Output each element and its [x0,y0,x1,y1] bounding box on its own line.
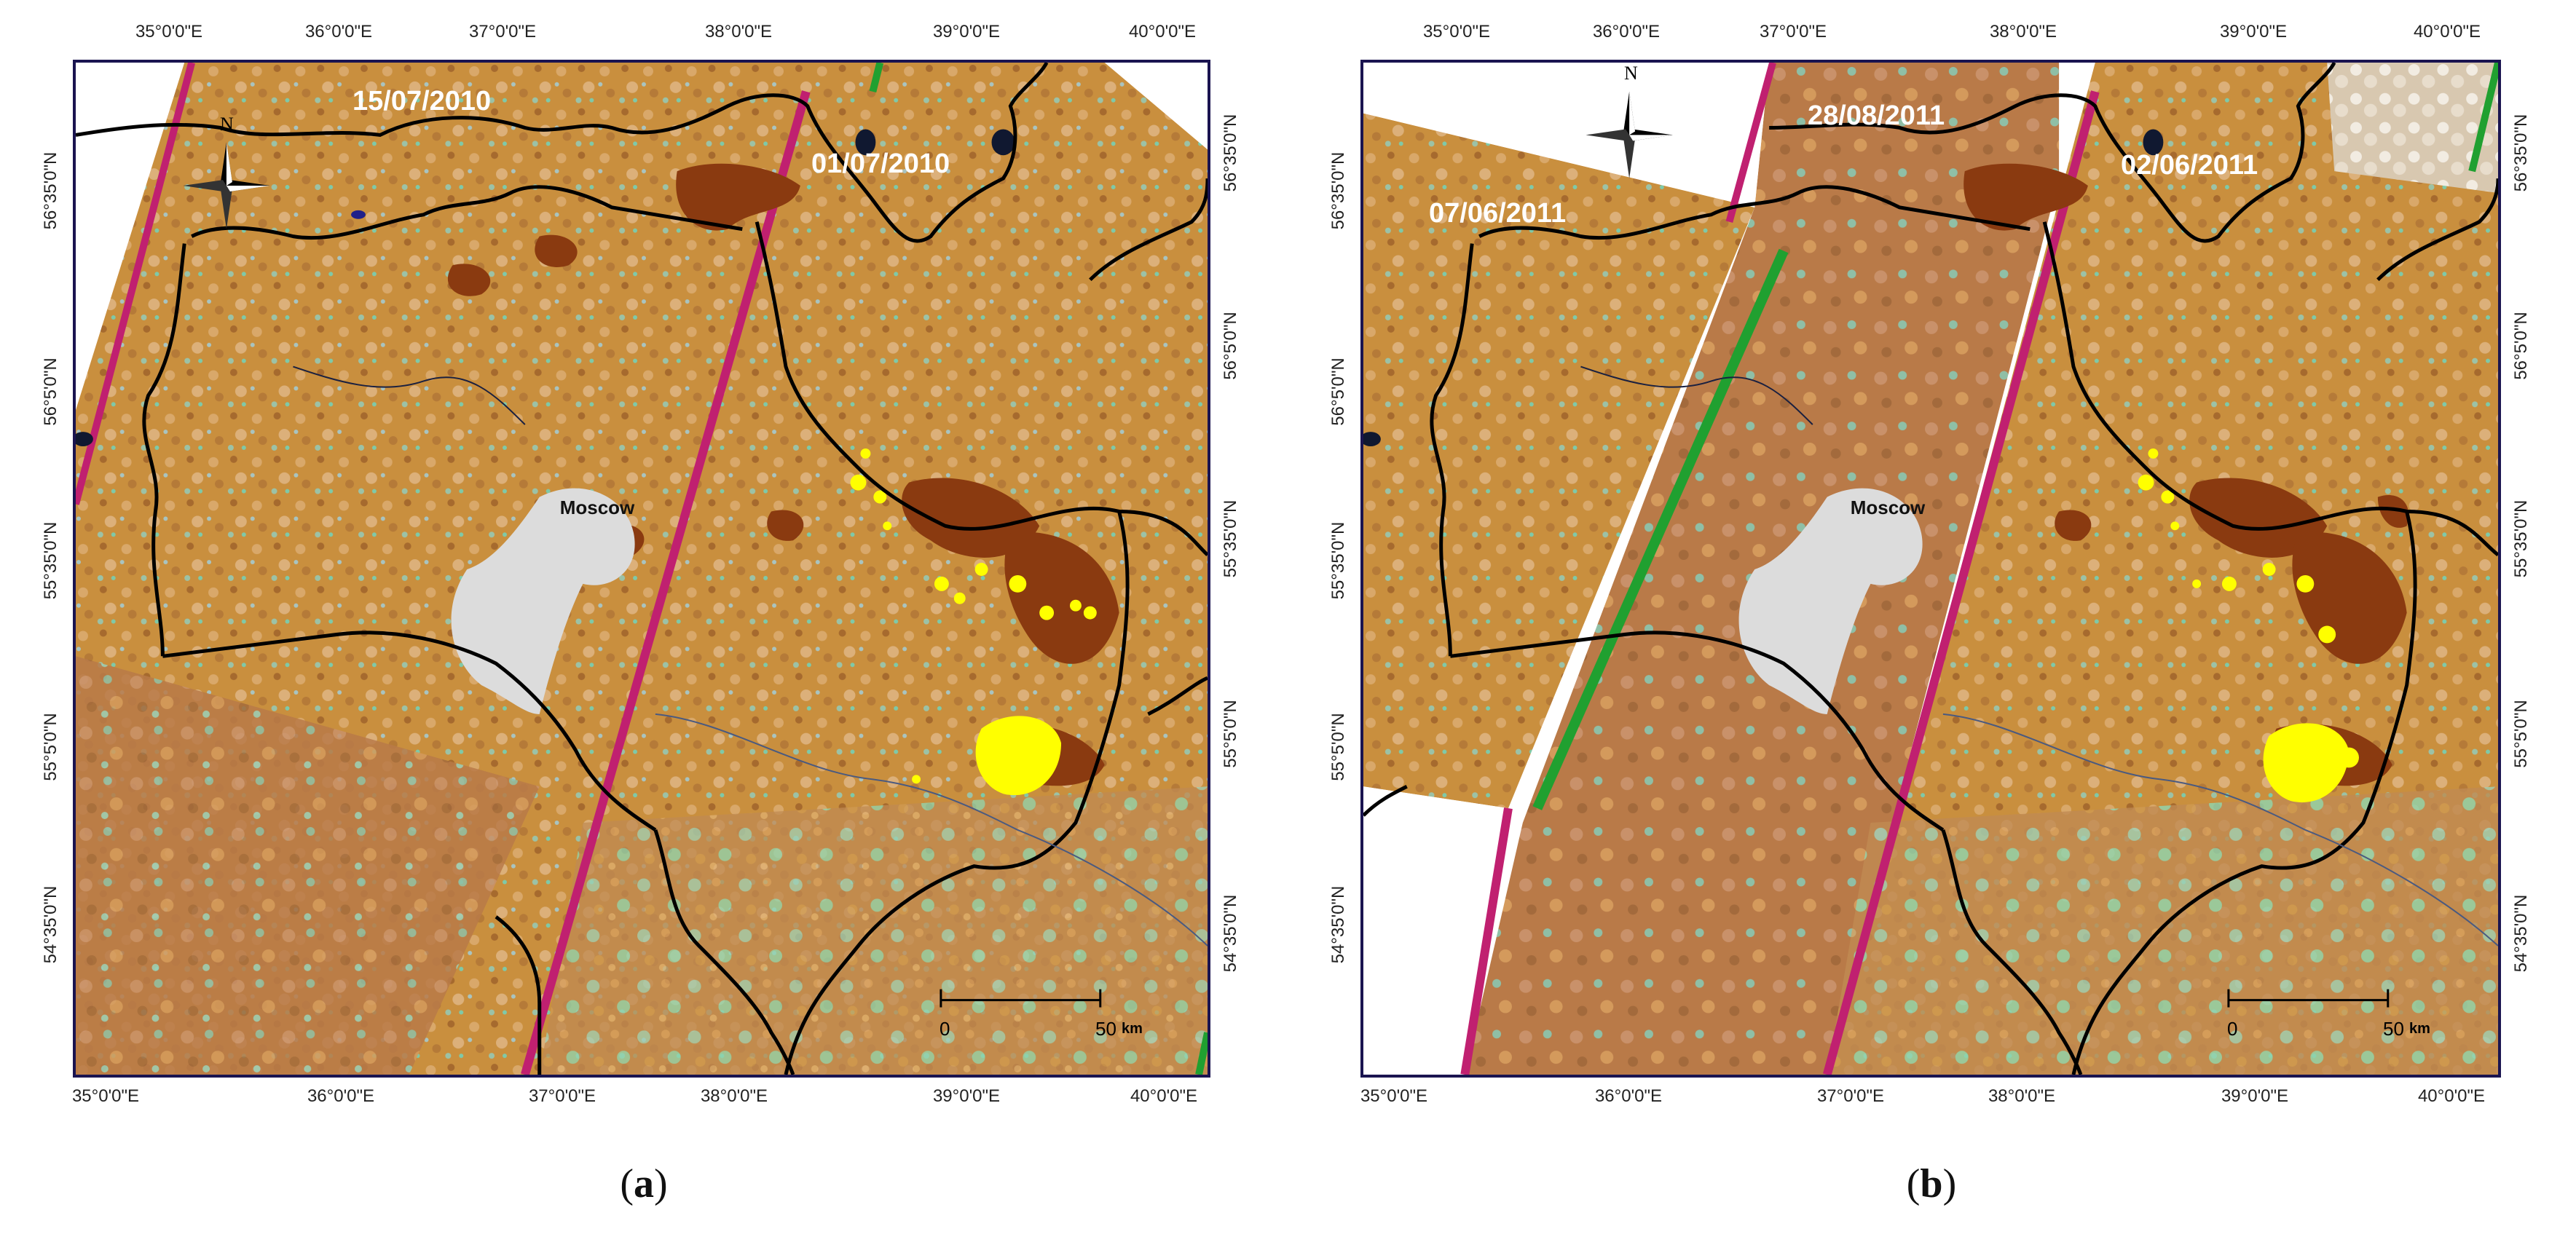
lat-tick-left: 55°5'0"N [1328,713,1348,781]
scale-end-label: 50 [1095,1018,1116,1040]
lon-tick-bottom: 36°0'0"E [307,1086,375,1106]
panel-caption: (b) [1906,1161,1957,1206]
lon-tick-bottom: 37°0'0"E [528,1086,596,1106]
scale-bar [2227,989,2390,1008]
lat-tick-right: 54°35'0"N [1221,894,1240,973]
satellite-image-b [1363,63,2498,1075]
lat-tick-left: 55°35'0"N [1328,521,1348,600]
lat-tick-left: 56°5'0"N [1328,357,1348,426]
date-label: 01/07/2010 [811,149,950,179]
date-label: 02/06/2011 [2121,150,2258,181]
lon-tick-bottom: 37°0'0"E [1816,1086,1885,1106]
lon-tick-bottom: 39°0'0"E [932,1086,1001,1106]
compass-north-label: N [220,114,234,135]
lon-tick-bottom: 35°0'0"E [1360,1086,1428,1106]
lon-tick-top: 40°0'0"E [1128,22,1197,42]
satellite-image-a [76,63,1208,1075]
lon-tick-top: 38°0'0"E [1989,22,2057,42]
panel-caption: (a) [620,1161,668,1206]
lon-tick-bottom: 38°0'0"E [1988,1086,2056,1106]
lon-tick-top: 38°0'0"E [704,22,773,42]
compass-rose-icon [183,142,270,229]
scale-unit-label: km [1122,1021,1143,1037]
lon-tick-bottom: 39°0'0"E [2221,1086,2289,1106]
panel-b: 35°0'0"E 36°0'0"E 37°0'0"E 38°0'0"E 39°0… [1288,0,2576,1237]
scale-start-label: 0 [2227,1018,2238,1040]
lat-tick-right: 56°5'0"N [2511,312,2531,380]
lat-tick-right: 55°35'0"N [1221,499,1240,578]
lon-tick-bottom: 40°0'0"E [1130,1086,1198,1106]
lat-tick-left: 54°35'0"N [1328,885,1348,964]
lon-tick-bottom: 35°0'0"E [71,1086,140,1106]
lat-tick-left: 56°35'0"N [41,151,60,230]
city-label: Moscow [1850,497,1926,518]
city-label: Moscow [559,497,635,518]
lat-tick-left: 54°35'0"N [41,885,60,964]
map-panel-a: N 15/07/2010 01/07/2010 Moscow 0 50 km [73,60,1210,1078]
lon-tick-bottom: 40°0'0"E [2417,1086,2486,1106]
lat-tick-right: 55°35'0"N [2511,499,2531,578]
lon-tick-bottom: 38°0'0"E [700,1086,768,1106]
lat-tick-left: 56°35'0"N [1328,151,1348,230]
lon-tick-top: 39°0'0"E [2219,22,2288,42]
lon-tick-top: 37°0'0"E [1759,22,1827,42]
lat-tick-right: 56°35'0"N [1221,114,1240,192]
scale-bar [940,989,1102,1008]
lat-tick-right: 56°35'0"N [2511,114,2531,192]
map-panel-b: N 28/08/2011 07/06/2011 02/06/2011 Mosco… [1360,60,2501,1078]
lon-tick-top: 36°0'0"E [1592,22,1661,42]
panel-a: 35°0'0"E 36°0'0"E 37°0'0"E 38°0'0"E 39°0… [41,22,1240,1206]
compass-rose-icon [1586,91,1673,179]
lon-tick-bottom: 36°0'0"E [1594,1086,1663,1106]
lat-tick-right: 55°5'0"N [1221,700,1240,768]
compass-north-label: N [1624,63,1638,84]
lat-tick-right: 55°5'0"N [2511,700,2531,768]
lat-tick-right: 56°5'0"N [1221,312,1240,380]
lon-tick-top: 36°0'0"E [304,22,373,42]
lat-tick-left: 55°35'0"N [41,521,60,600]
scale-unit-label: km [2409,1021,2430,1037]
lon-tick-top: 35°0'0"E [1422,22,1491,42]
lat-tick-left: 55°5'0"N [41,713,60,781]
lon-tick-top: 35°0'0"E [135,22,203,42]
date-label: 15/07/2010 [352,86,492,116]
scale-start-label: 0 [940,1018,950,1040]
lon-tick-top: 40°0'0"E [2413,22,2481,42]
lon-tick-top: 39°0'0"E [932,22,1001,42]
date-label: 28/08/2011 [1808,100,1945,131]
scale-end-label: 50 [2383,1018,2404,1040]
lat-tick-right: 54°35'0"N [2511,894,2531,973]
lat-tick-left: 56°5'0"N [41,357,60,426]
date-label: 07/06/2011 [1429,198,1567,229]
lon-tick-top: 37°0'0"E [468,22,537,42]
